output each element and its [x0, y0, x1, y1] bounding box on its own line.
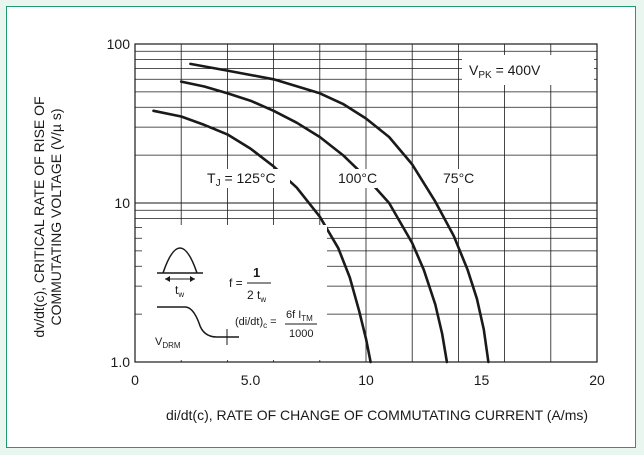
series-line-1 [179, 80, 449, 364]
inset-half-sine [162, 247, 198, 274]
inset-didt-denominator: 1000 [289, 328, 313, 340]
y-tick-label: 100 [107, 36, 131, 52]
inset-vdrm-waveform [157, 306, 239, 338]
inset-tw-label: tw [175, 283, 184, 299]
x-tick-labels: 0 5.0 10 15 20 [131, 372, 605, 388]
curve-label-100c: 100°C [338, 170, 377, 186]
inset-f-denominator: 2 tw [247, 288, 266, 304]
curve-label-bg [335, 169, 377, 188]
y-tick-label: 1.0 [111, 354, 131, 370]
series-line-0 [152, 109, 372, 364]
inset-diagram: tw f = 1 2 tw VDRM (di/dt)c = 6f ITM 100… [142, 225, 327, 360]
x-tick-label: 5.0 [241, 372, 261, 388]
y-tick-label: 10 [114, 195, 130, 211]
curve-labels: TJ = 125°C 100°C 75°C [204, 169, 478, 189]
condition-label-box [462, 55, 594, 85]
inset-f-label: f = [229, 276, 243, 290]
x-tick-label: 10 [358, 372, 374, 388]
x-tick-label: 0 [131, 372, 139, 388]
curve-label-125c: TJ = 125°C [207, 170, 276, 189]
y-axis-label-line2: COMMUTATING VOLTAGE (V/µ s) [48, 108, 64, 325]
inset-didt-label: (di/dt)c = [235, 316, 277, 330]
x-tick-label: 15 [474, 372, 490, 388]
series-layer [152, 62, 490, 364]
series-line-2 [189, 62, 490, 364]
curve-label-bg [204, 169, 290, 188]
x-tick-label: 20 [589, 372, 605, 388]
y-tick-labels: 1.0 10 100 [107, 36, 131, 370]
y-axis-label-line1: dv/dt(c), CRITICAL RATE OF RISE OF [31, 96, 47, 337]
inset-vdrm-label: VDRM [155, 336, 181, 350]
condition-label: VPK = 400V [469, 62, 541, 81]
curve-label-bg [440, 169, 478, 188]
plot-border [134, 43, 598, 363]
inset-didt-numerator: 6f ITM [286, 309, 313, 323]
chart-svg: VPK = 400V TJ = 125°C 100°C 75°C tw f = … [31, 36, 605, 423]
inset-f-numerator: 1 [253, 265, 260, 280]
x-axis-label: di/dt(c), RATE OF CHANGE OF COMMUTATING … [166, 407, 588, 423]
curve-label-75c: 75°C [443, 170, 474, 186]
chart-frame: VPK = 400V TJ = 125°C 100°C 75°C tw f = … [6, 6, 636, 448]
